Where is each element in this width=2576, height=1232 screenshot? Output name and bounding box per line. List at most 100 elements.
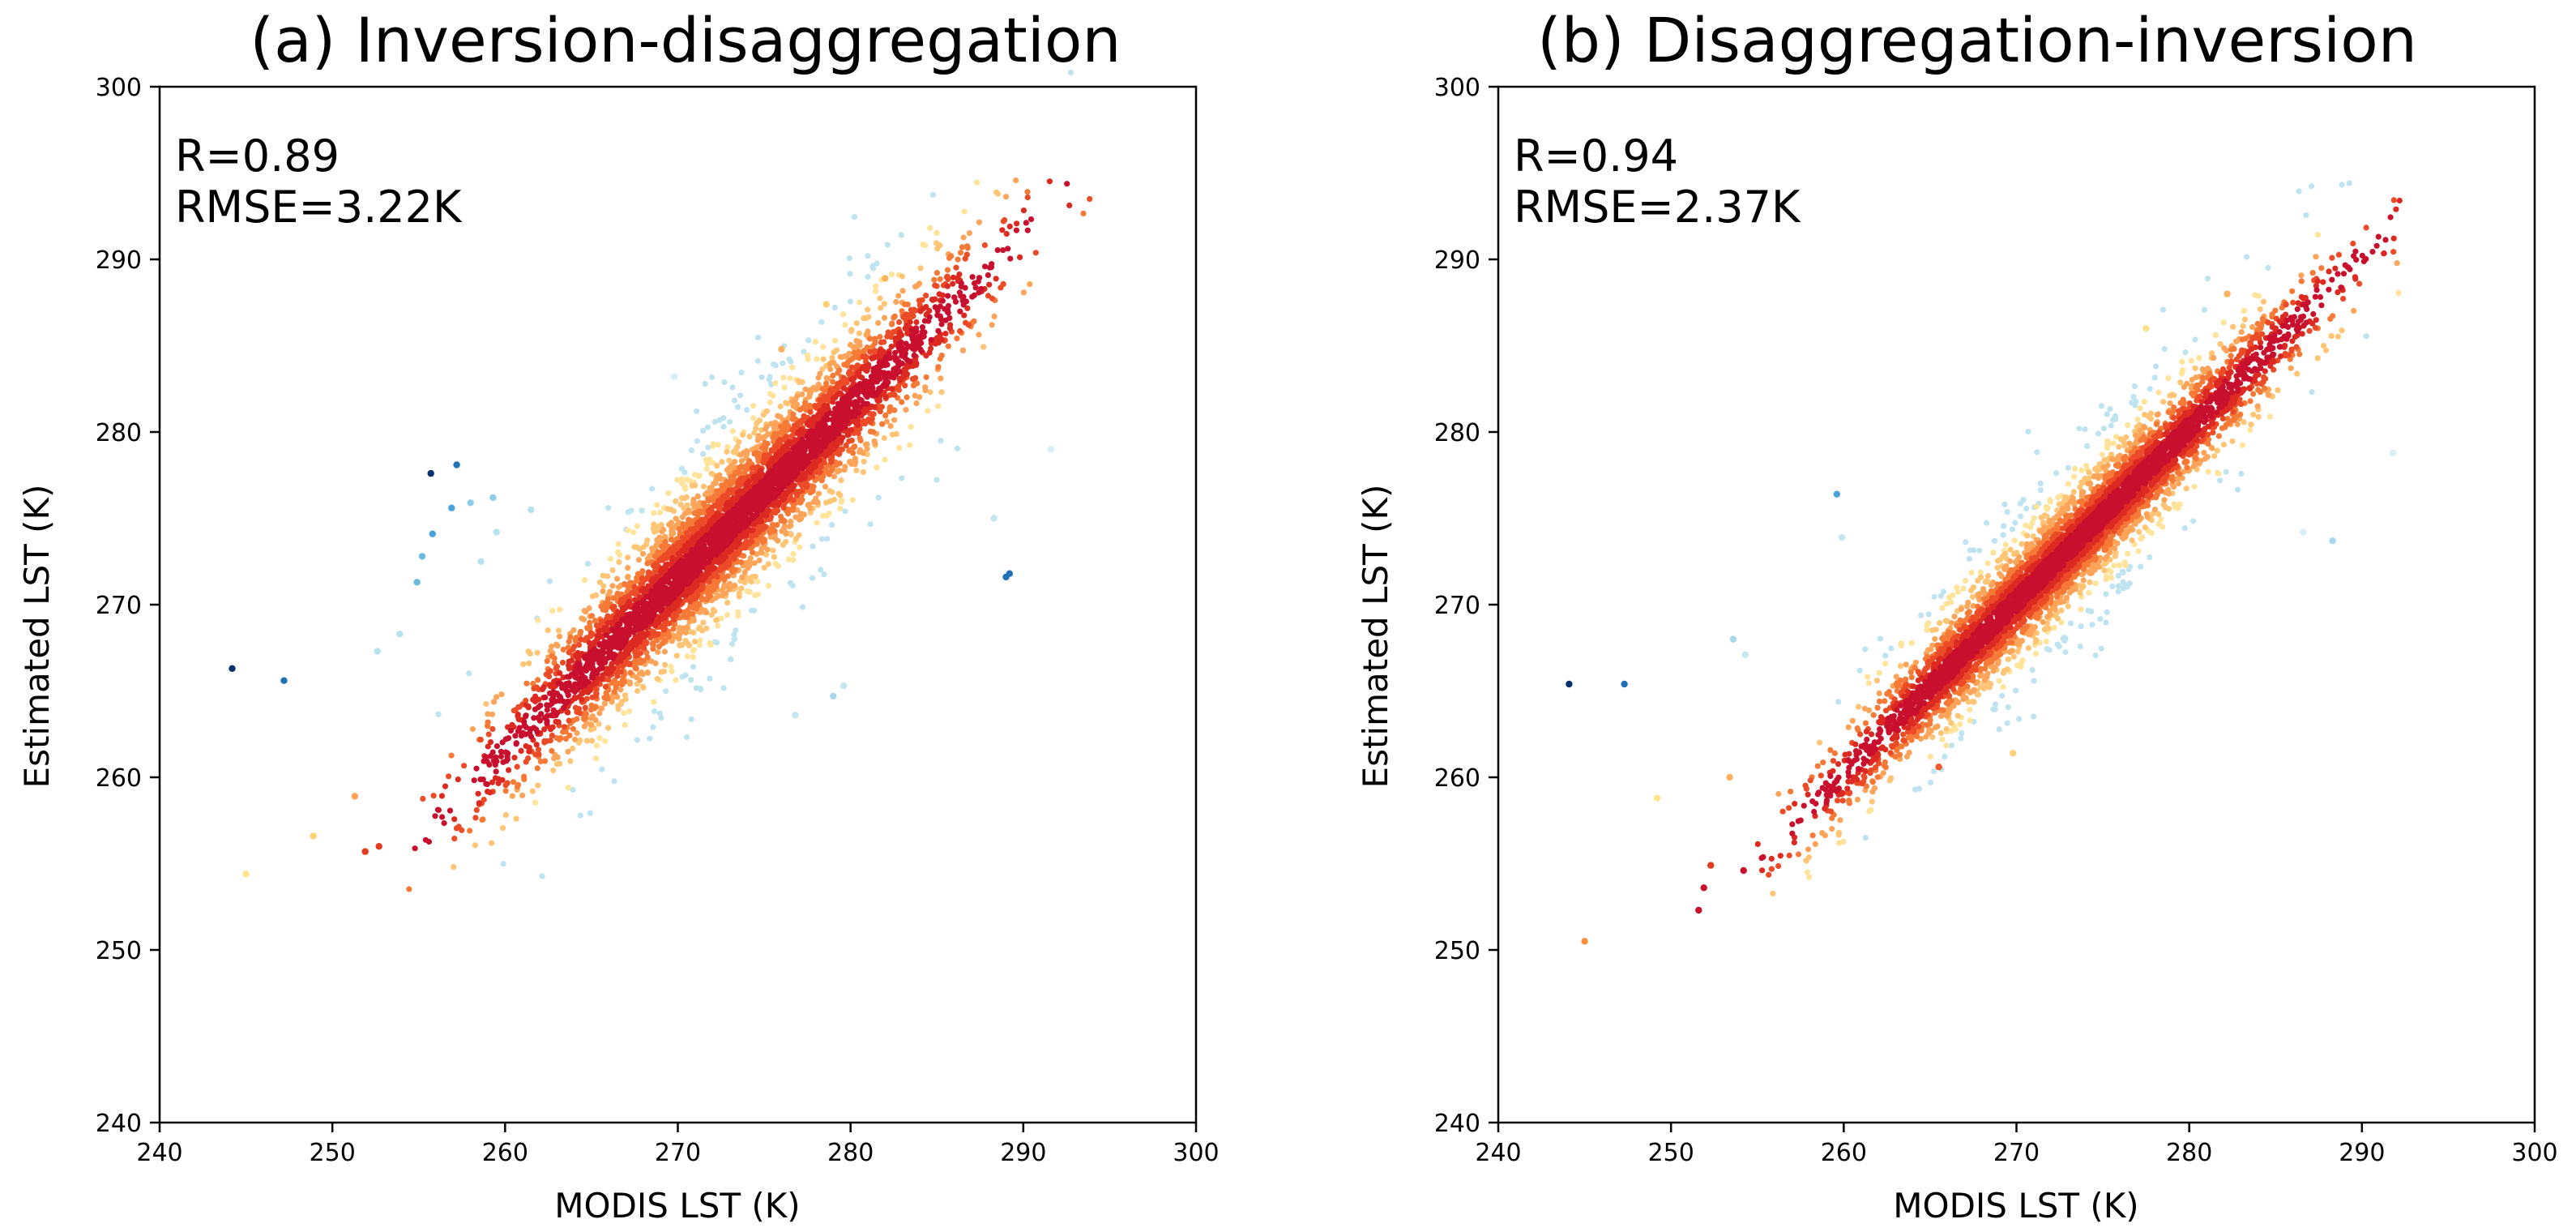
scatter-point <box>442 783 449 789</box>
scatter-point <box>587 726 594 733</box>
scatter-point <box>752 592 758 599</box>
scatter-point <box>693 685 699 691</box>
scatter-point <box>860 418 867 425</box>
scatter-point <box>865 253 871 259</box>
scatter-point <box>938 389 945 396</box>
scatter-point <box>659 528 665 535</box>
scatter-point <box>674 477 681 483</box>
scatter-point <box>704 460 711 467</box>
scatter-point <box>945 343 951 349</box>
scatter-point <box>899 475 905 481</box>
scatter-point <box>525 704 532 711</box>
scatter-point <box>669 668 675 674</box>
y-tick-label: 300 <box>96 74 142 102</box>
scatter-point <box>912 392 918 399</box>
scatter-point <box>530 680 536 687</box>
scatter-point <box>778 513 784 520</box>
scatter-point <box>546 674 553 680</box>
scatter-point <box>455 776 461 783</box>
scatter-point <box>614 575 621 582</box>
scatter-point <box>570 786 576 794</box>
scatter-point <box>772 362 779 369</box>
scatter-point <box>731 635 738 643</box>
scatter-point <box>477 737 484 743</box>
scatter-point <box>839 497 845 503</box>
scatter-point <box>832 459 839 465</box>
scatter-point <box>679 476 686 482</box>
scatter-point <box>523 713 529 720</box>
scatter-point <box>690 647 698 653</box>
scatter-point <box>683 494 690 501</box>
scatter-point <box>715 622 721 629</box>
scatter-point <box>938 353 945 359</box>
scatter-point <box>864 368 870 374</box>
scatter-point <box>658 669 664 675</box>
scatter-point <box>744 407 750 413</box>
scatter-point <box>476 800 482 806</box>
scatter-point <box>819 366 826 373</box>
scatter-point <box>535 782 541 789</box>
scatter-point <box>799 391 805 398</box>
scatter-point <box>954 335 960 342</box>
scatter-point <box>574 729 580 737</box>
scatter-point <box>805 337 812 344</box>
scatter-point <box>847 298 853 305</box>
scatter-point <box>636 670 643 677</box>
scatter-point <box>807 409 814 415</box>
scatter-point <box>643 541 650 548</box>
scatter-point <box>696 642 703 648</box>
scatter-point <box>686 508 693 515</box>
scatter-point <box>738 370 745 376</box>
scatter-point <box>829 354 835 361</box>
scatter-point <box>749 607 755 614</box>
scatter-point <box>481 797 487 803</box>
scatter-point <box>550 707 557 713</box>
scatter-point <box>588 613 596 619</box>
scatter-point <box>842 322 848 328</box>
scatter-point <box>532 799 539 806</box>
scatter-point <box>712 480 720 486</box>
scatter-point <box>907 442 913 448</box>
scatter-point <box>707 640 713 647</box>
scatter-point <box>750 415 757 421</box>
scatter-point <box>601 700 609 707</box>
scatter-point <box>765 561 771 567</box>
scatter-point <box>935 364 942 370</box>
scatter-point <box>819 512 827 519</box>
scatter-point <box>560 646 566 653</box>
scatter-point <box>824 536 831 542</box>
scatter-point <box>570 627 577 634</box>
scatter-point <box>662 661 669 668</box>
scatter-point <box>731 631 737 638</box>
scatter-point <box>843 353 849 360</box>
scatter-point <box>790 557 797 563</box>
scatter-point <box>617 687 624 693</box>
scatter-point <box>621 710 627 717</box>
scatter-point <box>955 256 961 263</box>
y-tick-label: 260 <box>96 764 142 793</box>
scatter-point <box>652 544 659 550</box>
scatter-point <box>976 332 982 338</box>
scatter-point <box>670 626 677 632</box>
scatter-point <box>830 379 836 385</box>
scatter-point <box>572 638 579 644</box>
scatter-point <box>518 747 524 755</box>
scatter-point <box>787 375 793 382</box>
scatter-point <box>542 758 549 764</box>
scatter-point <box>604 573 611 580</box>
scatter-point <box>549 732 556 739</box>
scatter-point <box>887 423 894 430</box>
scatter-point <box>451 864 457 871</box>
scatter-point <box>991 313 998 319</box>
scatter-point <box>976 219 982 225</box>
scatter-point <box>430 793 437 799</box>
scatter-point <box>596 721 602 727</box>
scatter-point <box>547 668 554 674</box>
scatter-point <box>853 467 860 474</box>
scatter-point <box>834 468 840 474</box>
scatter-point <box>700 483 707 490</box>
scatter-point <box>874 260 880 267</box>
scatter-point <box>946 255 953 261</box>
scatter-point <box>534 765 540 772</box>
scatter-point <box>852 456 858 462</box>
